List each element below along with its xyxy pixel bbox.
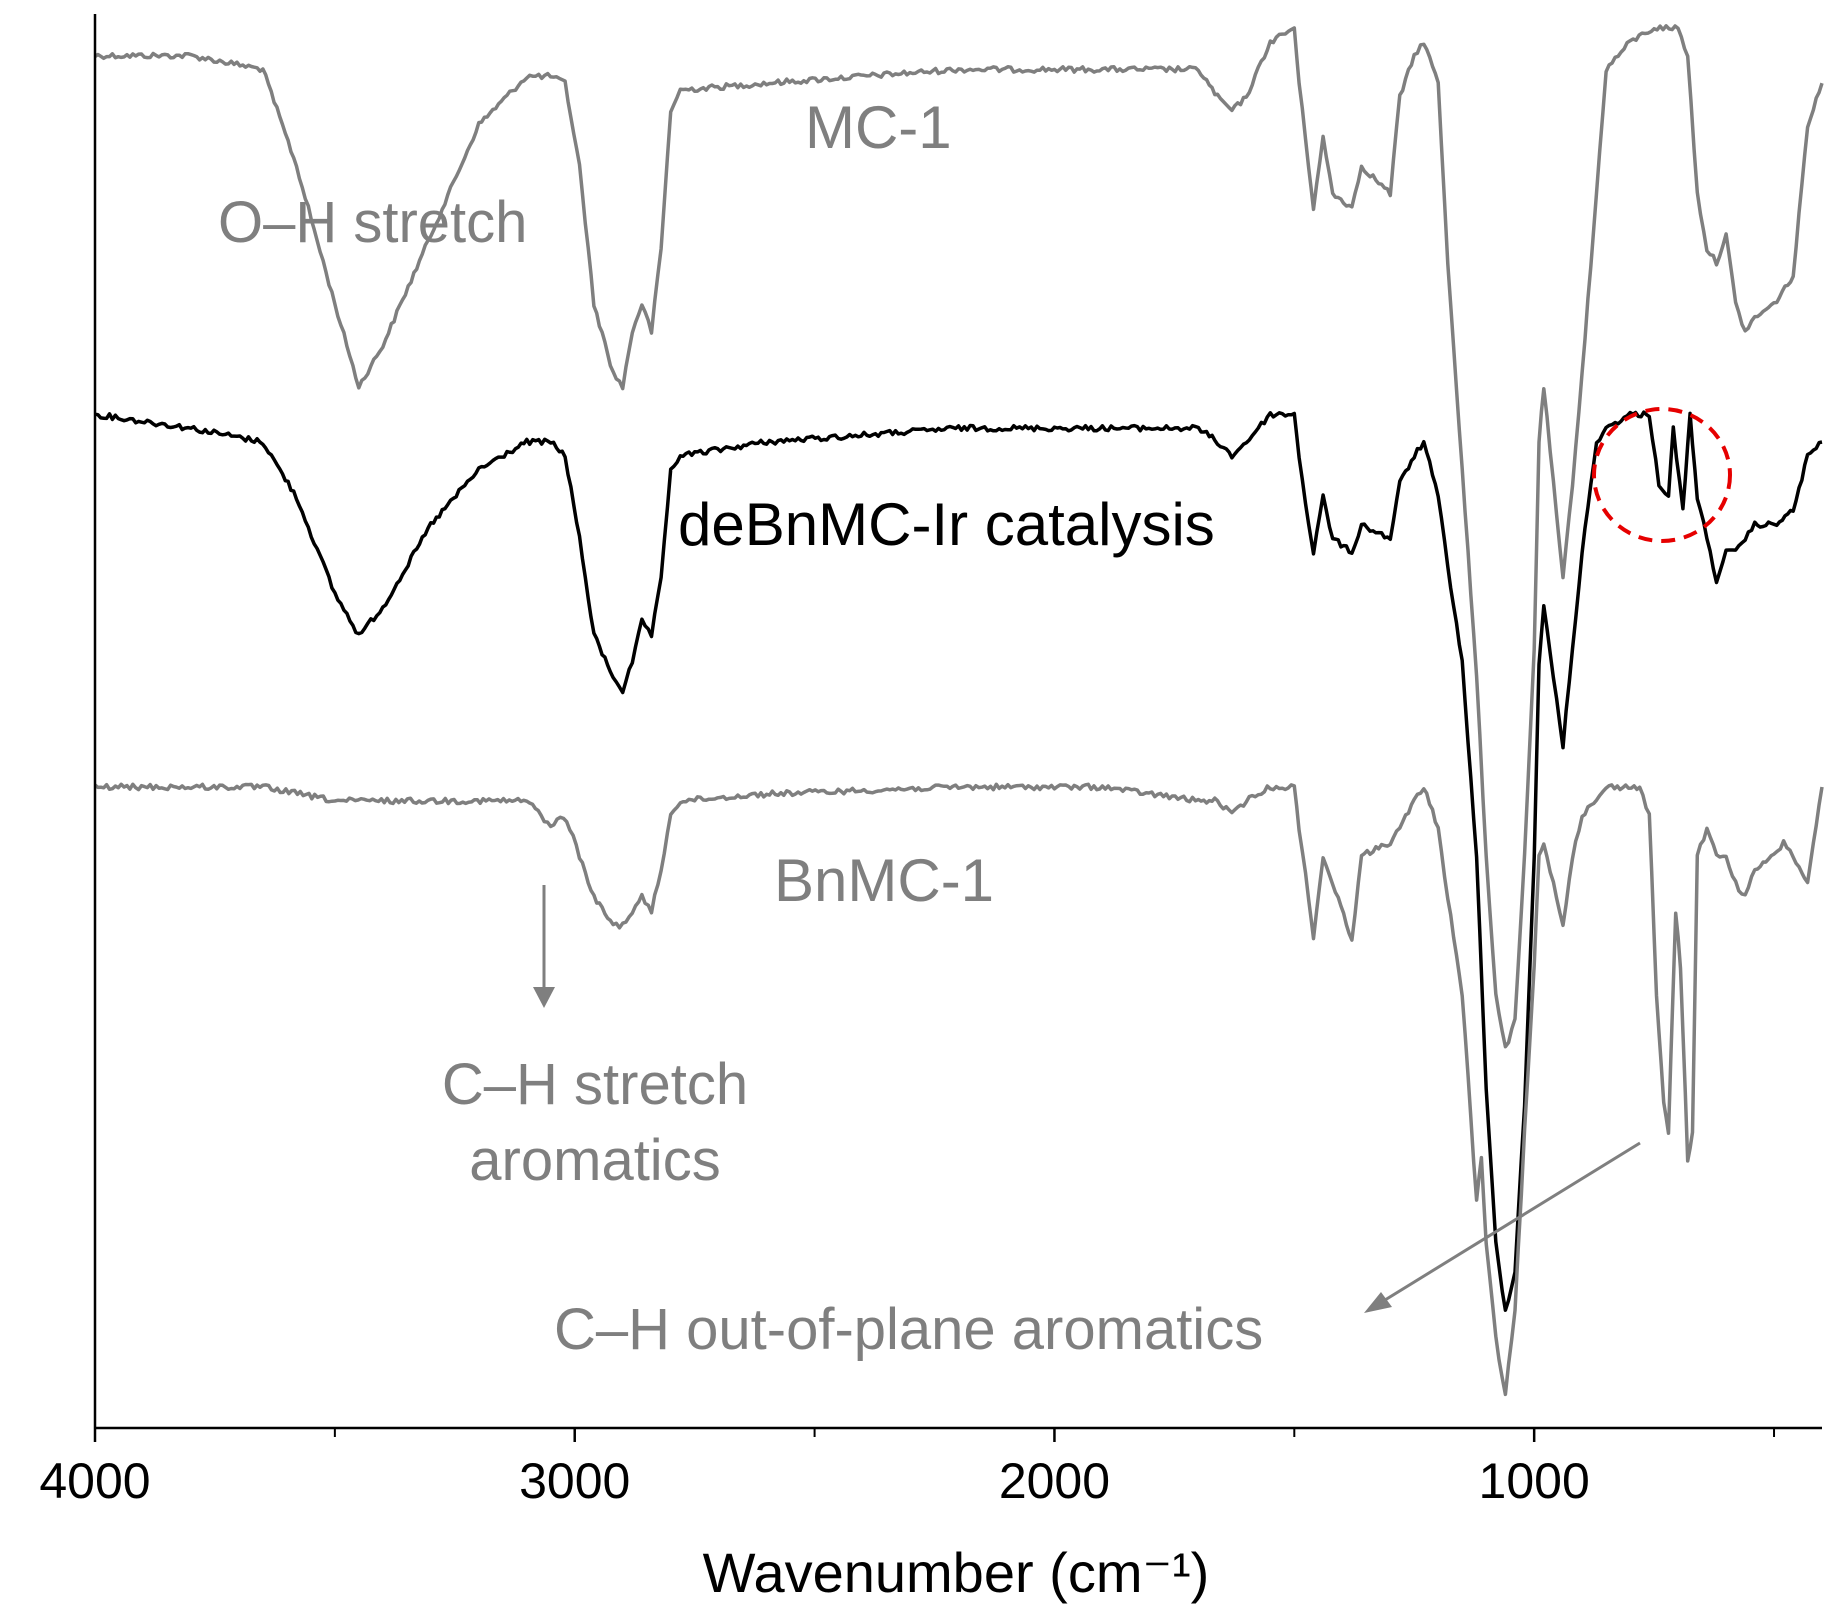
x-axis-ticks: 4000 3000 2000 1000 [39, 1428, 1776, 1509]
x-tick-label-3000: 3000 [519, 1453, 630, 1509]
annotation-aromatics: aromatics [469, 1128, 720, 1193]
series-layer [93, 24, 1824, 1397]
series-line-0 [94, 24, 1824, 1049]
series-label-debnmc-ir-catalysis: deBnMC-Ir catalysis [678, 491, 1215, 558]
annotation-ch-out-of-plane: C–H out-of-plane aromatics [554, 1297, 1263, 1362]
x-tick-label-2000: 2000 [999, 1453, 1110, 1509]
x-tick-label-1000: 1000 [1479, 1453, 1590, 1509]
series-label-bnmc-1: BnMC-1 [774, 847, 994, 914]
x-axis-title: Wavenumber (cm⁻¹) [703, 1541, 1210, 1604]
highlight-circle [1592, 407, 1732, 543]
series-label-mc-1: MC-1 [805, 94, 952, 161]
series-line-1 [94, 410, 1823, 1312]
arrow-ch-out-of-plane [1364, 1141, 1641, 1313]
series-line-2 [93, 782, 1824, 1397]
x-tick-label-4000: 4000 [39, 1453, 150, 1509]
annotation-oh-stretch: O–H stretch [218, 190, 527, 255]
annotation-ch-stretch: C–H stretch [442, 1052, 748, 1117]
arrow-ch-stretch [533, 885, 555, 1008]
